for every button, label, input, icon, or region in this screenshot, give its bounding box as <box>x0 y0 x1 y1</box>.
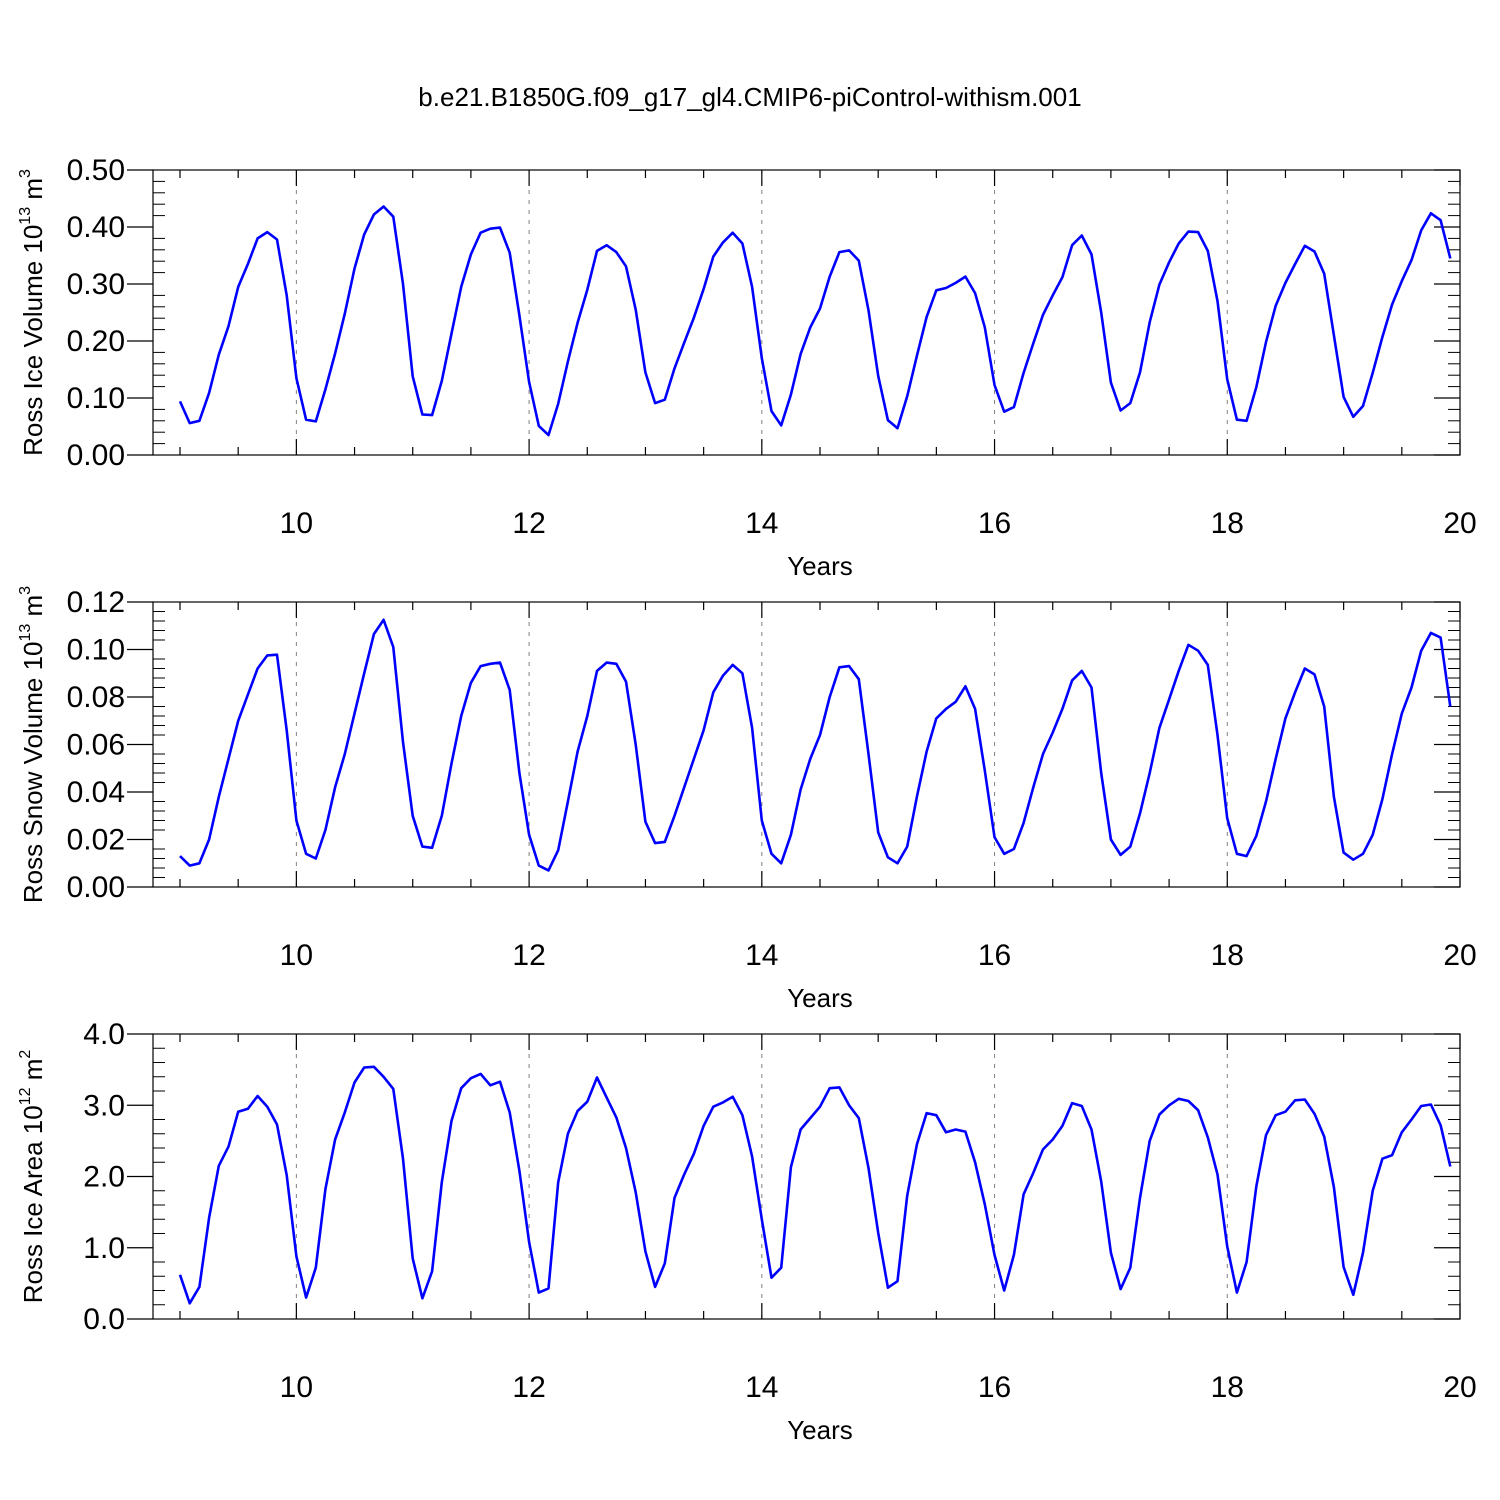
x-tick-label: 12 <box>512 507 545 540</box>
y-tick-label: 0.06 <box>67 729 125 762</box>
y-tick-label: 3.0 <box>83 1089 125 1122</box>
y-tick-label: 0.10 <box>67 382 125 415</box>
y-axis-title: Ross Ice Area 1012 m2 <box>17 1050 48 1304</box>
series-line <box>179 618 1452 872</box>
x-tick-label: 20 <box>1443 939 1476 972</box>
x-tick-label: 12 <box>512 939 545 972</box>
panels: 0.00 0.10 0.20 0.30 0.40 0.50 10 12 14 16 18 20 Year… <box>17 154 1477 1445</box>
plot-frame <box>152 169 1461 456</box>
series-line <box>178 205 1452 437</box>
figure-title: b.e21.B1850G.f09_g17_gl4.CMIP6-piControl… <box>418 82 1081 112</box>
y-tick-label: 1.0 <box>83 1232 125 1265</box>
y-tick-label: 0.00 <box>67 871 125 904</box>
y-tick-label: 0.10 <box>67 634 125 667</box>
x-axis-title: Years <box>787 1415 853 1445</box>
x-tick-label: 20 <box>1443 507 1476 540</box>
y-tick-label: 0.20 <box>67 325 125 358</box>
chart-panel-2: 0.00 0.02 0.04 0.06 0.08 0.10 0.12 10 12 14 16 18 20… <box>17 586 1477 1013</box>
x-tick-label: 18 <box>1211 507 1244 540</box>
y-tick-label: 0.30 <box>67 268 125 301</box>
x-tick-label: 14 <box>745 939 778 972</box>
y-tick-label: 2.0 <box>83 1161 125 1194</box>
x-tick-label: 20 <box>1443 1371 1476 1404</box>
y-tick-label: 0.08 <box>67 681 125 714</box>
x-axis-title: Years <box>787 983 853 1013</box>
x-axis-title: Years <box>787 551 853 581</box>
y-tick-label: 4.0 <box>83 1018 125 1051</box>
x-tick-label: 18 <box>1211 1371 1244 1404</box>
y-tick-label: 0.0 <box>83 1303 125 1336</box>
y-axis-title: Ross Ice Volume 1013 m3 <box>17 169 48 456</box>
chart-panel-3: 0.0 1.0 2.0 3.0 4.0 10 12 14 16 18 20 Years Ross Ice… <box>17 1018 1477 1445</box>
y-tick-label: 0.50 <box>67 154 125 187</box>
x-tick-label: 18 <box>1211 939 1244 972</box>
x-tick-label: 10 <box>280 1371 313 1404</box>
x-tick-label: 10 <box>280 939 313 972</box>
chart-panel-1: 0.00 0.10 0.20 0.30 0.40 0.50 10 12 14 16 18 20 Year… <box>17 154 1477 581</box>
x-tick-label: 16 <box>978 507 1011 540</box>
x-tick-label: 12 <box>512 1371 545 1404</box>
x-tick-label: 16 <box>978 939 1011 972</box>
y-tick-label: 0.12 <box>67 586 125 619</box>
x-tick-label: 14 <box>745 507 778 540</box>
y-tick-label: 0.40 <box>67 211 125 244</box>
x-tick-label: 10 <box>280 507 313 540</box>
plot-frame <box>152 1033 1461 1320</box>
y-tick-label: 0.00 <box>67 439 125 472</box>
y-axis-title: Ross Snow Volume 1013 m3 <box>17 586 48 903</box>
plot-frame <box>152 601 1461 888</box>
x-tick-label: 14 <box>745 1371 778 1404</box>
y-tick-label: 0.02 <box>67 824 125 857</box>
x-tick-label: 16 <box>978 1371 1011 1404</box>
series-line <box>178 1065 1452 1305</box>
y-tick-label: 0.04 <box>67 776 125 809</box>
